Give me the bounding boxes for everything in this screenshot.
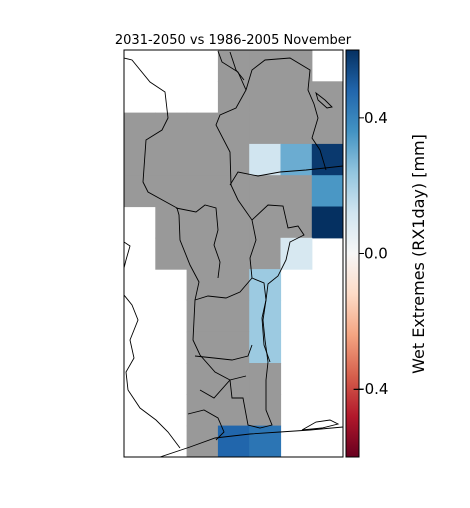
lake-outline bbox=[315, 91, 333, 109]
value-cell bbox=[249, 143, 282, 176]
colorbar-label: Wet Extremes (RX1day) [mm] bbox=[409, 134, 428, 374]
masked-cell bbox=[155, 143, 188, 176]
masked-cell bbox=[186, 269, 219, 301]
masked-cell bbox=[311, 112, 343, 145]
colorbar-tick-label: 0.0 bbox=[364, 245, 388, 263]
masked-cell bbox=[249, 81, 282, 114]
masked-cell bbox=[217, 81, 250, 114]
inner-border-3 bbox=[194, 344, 253, 361]
colorbar: 0.4 0.0 −0.4 Wet Extremes (RX1day) [mm] bbox=[345, 49, 428, 458]
masked-cell bbox=[186, 425, 219, 457]
masked-cell bbox=[249, 50, 282, 82]
masked-cell bbox=[186, 237, 219, 270]
masked-cell bbox=[217, 112, 250, 145]
masked-cell bbox=[186, 143, 219, 176]
masked-cell bbox=[155, 206, 188, 239]
masked-cell bbox=[124, 175, 156, 208]
masked-cell bbox=[186, 175, 219, 208]
masked-cell bbox=[155, 175, 188, 208]
masked-cell bbox=[280, 206, 313, 239]
masked-cell bbox=[155, 237, 188, 270]
country-borders bbox=[124, 50, 343, 457]
masked-cell bbox=[124, 112, 156, 145]
northern-border bbox=[245, 57, 327, 171]
masked-cell bbox=[249, 112, 282, 145]
masked-cell bbox=[186, 300, 219, 333]
benin-border bbox=[124, 50, 273, 429]
colorbar-tick-label: −0.4 bbox=[352, 380, 388, 398]
colorbar-tick-label: 0.4 bbox=[364, 109, 388, 127]
inner-border-1 bbox=[175, 204, 221, 279]
masked-cell bbox=[124, 143, 156, 176]
coastline bbox=[159, 426, 343, 457]
masked-cell bbox=[186, 363, 219, 395]
masked-cell bbox=[186, 112, 219, 145]
masked-cell bbox=[217, 50, 250, 82]
value-cell bbox=[280, 237, 313, 270]
delta bbox=[301, 419, 340, 431]
masked-cell bbox=[249, 237, 282, 270]
inner-border-2 bbox=[194, 277, 253, 301]
value-cell bbox=[217, 425, 250, 457]
nigeria-border bbox=[251, 204, 305, 363]
masked-cell bbox=[186, 206, 219, 239]
masked-cell bbox=[217, 331, 250, 364]
masked-cell bbox=[217, 206, 250, 239]
masked-cell bbox=[217, 269, 250, 301]
masked-cell bbox=[280, 50, 313, 82]
masked-cell bbox=[249, 206, 282, 239]
masked-cell bbox=[217, 143, 250, 176]
masked-cell bbox=[249, 394, 282, 427]
map-area bbox=[123, 49, 344, 458]
map-title: 2031-2050 vs 1986-2005 November bbox=[115, 33, 352, 48]
value-cell bbox=[249, 425, 282, 457]
masked-cell bbox=[249, 363, 282, 395]
west-coast-2 bbox=[124, 294, 181, 449]
masked-cell bbox=[280, 175, 313, 208]
value-cell bbox=[311, 175, 343, 208]
masked-cell bbox=[311, 81, 343, 114]
value-cell bbox=[311, 206, 343, 239]
masked-cell bbox=[249, 175, 282, 208]
masked-cell bbox=[280, 112, 313, 145]
west-coast bbox=[124, 241, 131, 269]
masked-cell bbox=[217, 394, 250, 427]
masked-cell bbox=[155, 112, 188, 145]
masked-cell bbox=[280, 81, 313, 114]
masked-cell bbox=[186, 331, 219, 364]
masked-cell bbox=[217, 300, 250, 333]
masked-cell bbox=[217, 237, 250, 270]
map-frame bbox=[123, 49, 344, 458]
value-cell bbox=[311, 143, 343, 176]
inner-border-5 bbox=[187, 409, 225, 441]
inner-border-4 bbox=[199, 375, 247, 399]
north-spur bbox=[229, 51, 245, 81]
river bbox=[229, 165, 343, 186]
